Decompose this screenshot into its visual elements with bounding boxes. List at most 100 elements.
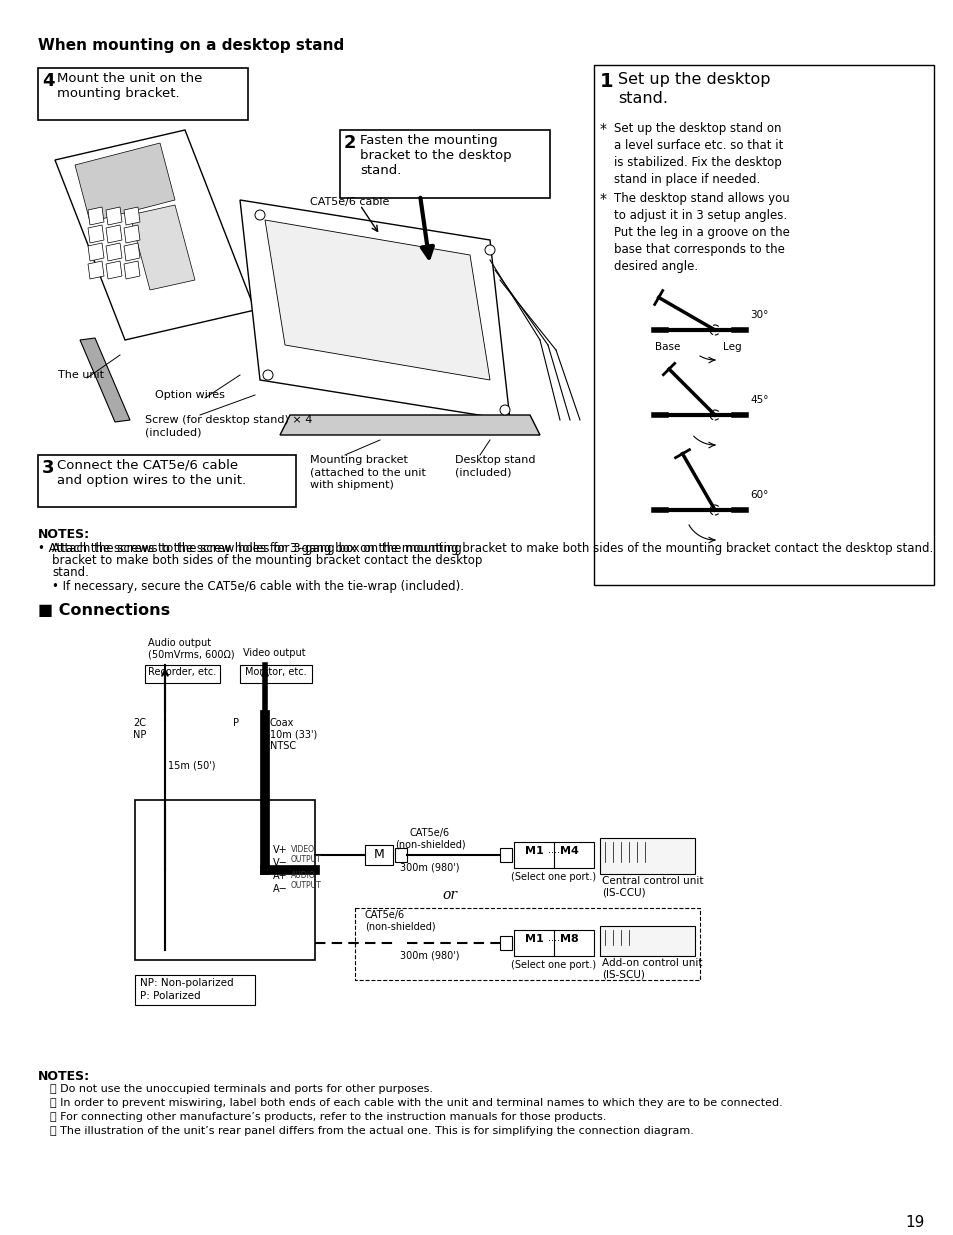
Text: 15m (50'): 15m (50') (168, 760, 215, 769)
Bar (594, 65, 933, 585)
Text: Mounting bracket
(attached to the unit
with shipment): Mounting bracket (attached to the unit w… (310, 454, 425, 490)
Polygon shape (75, 143, 174, 222)
Text: NOTES:: NOTES: (38, 529, 90, 541)
Text: ・ For connecting other manufacture’s products, refer to the instruction manuals : ・ For connecting other manufacture’s pro… (50, 1112, 606, 1123)
Bar (355, 908, 700, 981)
Text: NOTES:: NOTES: (38, 1070, 90, 1083)
Circle shape (263, 370, 273, 380)
Text: Mount the unit on the
mounting bracket.: Mount the unit on the mounting bracket. (57, 72, 202, 100)
Polygon shape (124, 261, 140, 279)
Text: Attach the screws to the screw holes for 3-gang box on the mounting: Attach the screws to the screw holes for… (52, 542, 461, 555)
Text: Connect the CAT5e/6 cable
and option wires to the unit.: Connect the CAT5e/6 cable and option wir… (57, 459, 246, 487)
Text: Audio output
(50mVrms, 600Ω): Audio output (50mVrms, 600Ω) (148, 638, 234, 659)
Text: Monitor, etc.: Monitor, etc. (245, 667, 307, 677)
Text: 4: 4 (42, 72, 54, 90)
Text: AUDIO
OUTPUT: AUDIO OUTPUT (291, 871, 321, 890)
Text: CAT5e/6
(non-shielded): CAT5e/6 (non-shielded) (365, 910, 436, 931)
Text: 60°: 60° (749, 490, 767, 500)
Text: Video output: Video output (243, 648, 305, 658)
Text: P: P (233, 718, 239, 727)
Text: (Select one port.): (Select one port.) (511, 872, 596, 882)
Text: (Select one port.): (Select one port.) (511, 960, 596, 969)
Text: The desktop stand allows you
to adjust it in 3 setup angles.
Put the leg in a gr: The desktop stand allows you to adjust i… (614, 191, 789, 273)
Text: ····: ···· (547, 848, 559, 858)
Circle shape (484, 245, 495, 254)
Polygon shape (124, 243, 140, 261)
Text: V+: V+ (273, 845, 287, 855)
Bar (339, 130, 550, 198)
Bar (135, 800, 314, 960)
Text: NP: Non-polarized: NP: Non-polarized (140, 978, 233, 988)
Bar (514, 842, 594, 868)
Text: Desktop stand
(included): Desktop stand (included) (455, 454, 535, 478)
Text: ・ The illustration of the unit’s rear panel differs from the actual one. This is: ・ The illustration of the unit’s rear pa… (50, 1126, 693, 1136)
Text: M4: M4 (559, 846, 578, 856)
Text: Fasten the mounting
bracket to the desktop
stand.: Fasten the mounting bracket to the deskt… (359, 135, 511, 177)
Text: 2: 2 (344, 135, 356, 152)
Bar (395, 848, 407, 862)
Text: bracket to make both sides of the mounting bracket contact the desktop: bracket to make both sides of the mounti… (52, 555, 482, 567)
Polygon shape (106, 261, 122, 279)
Polygon shape (88, 225, 104, 243)
Polygon shape (130, 205, 194, 290)
Text: 19: 19 (904, 1215, 923, 1230)
Text: 2C: 2C (132, 718, 146, 727)
Text: *: * (599, 191, 606, 206)
Text: stand.: stand. (52, 566, 89, 579)
Text: ■ Connections: ■ Connections (38, 603, 170, 618)
Text: Add-on control unit
(IS-SCU): Add-on control unit (IS-SCU) (601, 958, 701, 979)
Text: Set up the desktop stand on
a level surface etc. so that it
is stabilized. Fix t: Set up the desktop stand on a level surf… (614, 122, 782, 186)
Text: A−: A− (273, 884, 288, 894)
Text: When mounting on a desktop stand: When mounting on a desktop stand (38, 38, 344, 53)
Bar (365, 845, 393, 864)
Polygon shape (88, 243, 104, 261)
Text: ・ Do not use the unoccupied terminals and ports for other purposes.: ・ Do not use the unoccupied terminals an… (50, 1084, 433, 1094)
Text: M: M (374, 848, 384, 861)
Text: Option wires: Option wires (154, 390, 225, 400)
Text: M1: M1 (524, 934, 543, 944)
Bar (145, 664, 220, 683)
Text: 300m (980'): 300m (980') (400, 862, 459, 872)
Text: P: Polarized: P: Polarized (140, 990, 200, 1002)
Text: Set up the desktop
stand.: Set up the desktop stand. (618, 72, 770, 106)
Text: Screw (for desktop stand) × 4
(included): Screw (for desktop stand) × 4 (included) (145, 415, 312, 437)
Text: Coax
10m (33')
NTSC: Coax 10m (33') NTSC (270, 718, 317, 751)
Text: ・ In order to prevent miswiring, label both ends of each cable with the unit and: ・ In order to prevent miswiring, label b… (50, 1098, 781, 1108)
Text: M1: M1 (524, 846, 543, 856)
Polygon shape (106, 207, 122, 225)
Polygon shape (124, 225, 140, 243)
Text: A+: A+ (273, 871, 287, 881)
Bar (599, 926, 695, 956)
Polygon shape (88, 261, 104, 279)
Bar (599, 839, 695, 874)
Text: *: * (599, 122, 606, 136)
Text: Recorder, etc.: Recorder, etc. (148, 667, 216, 677)
Text: CAT5e/6 cable: CAT5e/6 cable (310, 198, 389, 207)
Polygon shape (280, 415, 539, 435)
Text: • Attach the screws to the screw holes for 3-gang box on the mounting bracket to: • Attach the screws to the screw holes f… (38, 542, 932, 555)
Bar (514, 930, 594, 956)
Text: 300m (980'): 300m (980') (400, 950, 459, 960)
Polygon shape (55, 130, 254, 340)
Bar (38, 68, 248, 120)
Bar (499, 848, 512, 862)
Text: Base: Base (655, 342, 679, 352)
Text: ····: ···· (547, 936, 559, 946)
Circle shape (254, 210, 265, 220)
Text: M8: M8 (559, 934, 578, 944)
Text: • If necessary, secure the CAT5e/6 cable with the tie-wrap (included).: • If necessary, secure the CAT5e/6 cable… (52, 580, 463, 593)
Text: 30°: 30° (749, 310, 767, 320)
Circle shape (499, 405, 510, 415)
Polygon shape (240, 200, 510, 420)
Bar (135, 974, 254, 1005)
Bar (240, 664, 312, 683)
Polygon shape (80, 338, 130, 422)
Text: NP: NP (132, 730, 146, 740)
Polygon shape (106, 243, 122, 261)
Text: Leg: Leg (722, 342, 740, 352)
Text: CAT5e/6
(non-shielded): CAT5e/6 (non-shielded) (395, 827, 465, 850)
Polygon shape (88, 207, 104, 225)
Text: or: or (442, 888, 457, 902)
Text: 3: 3 (42, 459, 54, 477)
Text: VIDEO
OUTPUT: VIDEO OUTPUT (291, 845, 321, 864)
